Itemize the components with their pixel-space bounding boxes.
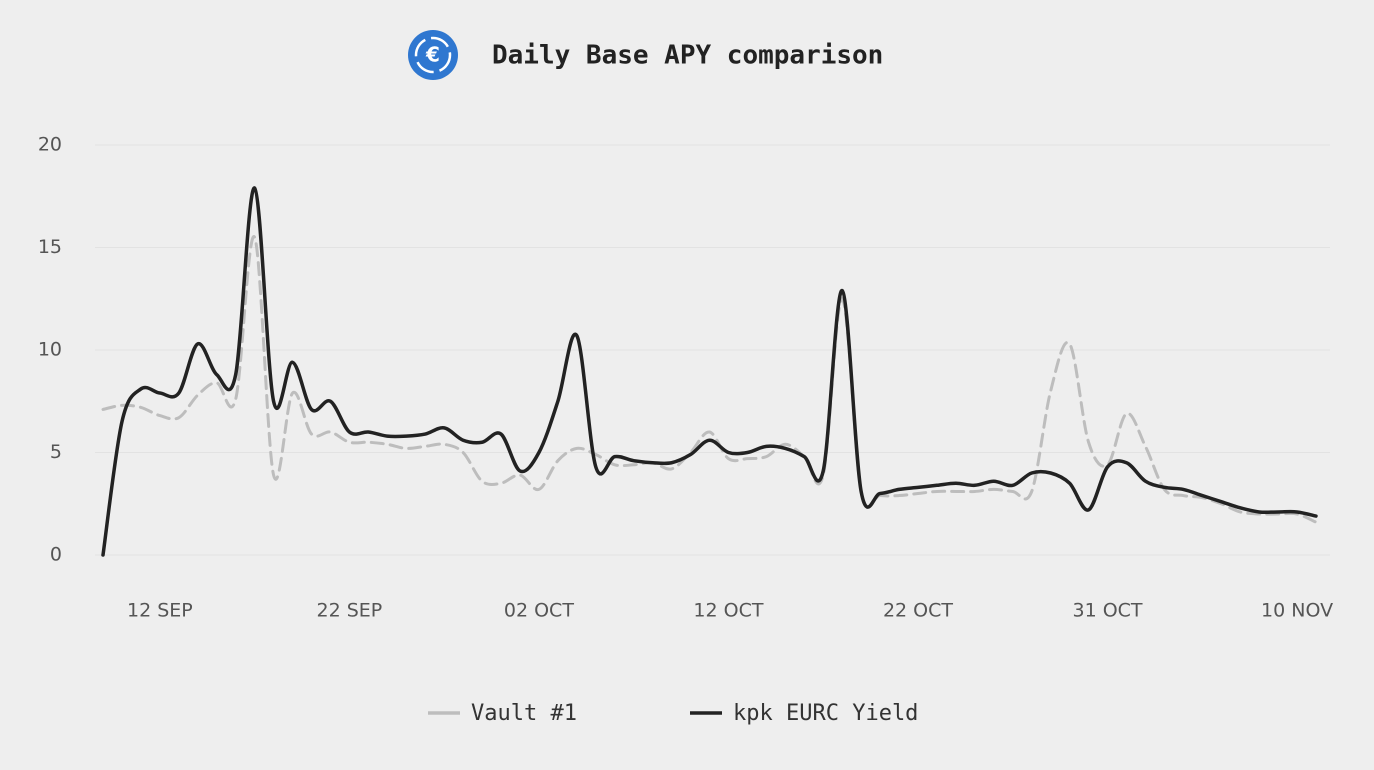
y-tick-label: 10 [38, 339, 62, 361]
y-tick-label: 15 [38, 236, 62, 258]
y-tick-label: 20 [38, 134, 62, 156]
chart-title: Daily Base APY comparison [492, 41, 883, 71]
series-line [101, 186, 1318, 557]
title-icon: € [408, 30, 458, 80]
y-tick-label: 5 [50, 441, 62, 463]
series-line [101, 235, 1318, 524]
x-tick-label: 22 OCT [883, 600, 953, 622]
x-tick-label: 12 SEP [127, 600, 193, 622]
legend-label: kpk EURC Yield [733, 701, 918, 726]
x-tick-label: 10 NOV [1261, 600, 1333, 622]
legend-label: Vault #1 [471, 701, 577, 726]
svg-text:€: € [425, 43, 440, 67]
x-tick-label: 31 OCT [1072, 600, 1142, 622]
x-tick-label: 12 OCT [693, 600, 763, 622]
x-tick-label: 02 OCT [504, 600, 574, 622]
y-tick-label: 0 [50, 544, 62, 566]
x-tick-label: 22 SEP [317, 600, 383, 622]
